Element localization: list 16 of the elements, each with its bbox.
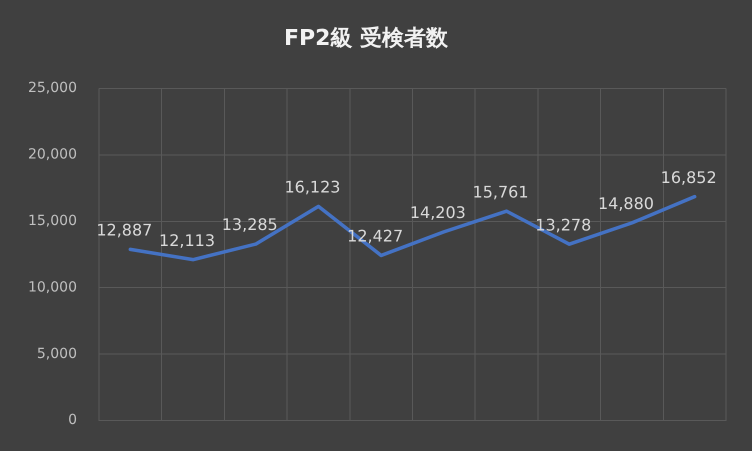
- data-label: 13,278: [535, 215, 592, 234]
- data-label: 14,203: [410, 203, 466, 222]
- y-tick-label: 0: [68, 412, 77, 428]
- data-label: 14,880: [598, 194, 654, 214]
- data-label: 15,761: [472, 182, 529, 202]
- data-label: 16,123: [284, 178, 340, 197]
- data-label: 12,113: [159, 230, 216, 250]
- chart-title: FP2級 受検者数: [284, 26, 450, 51]
- y-tick-label: 20,000: [28, 146, 77, 162]
- y-tick-label: 15,000: [28, 212, 77, 229]
- y-tick-label: 5,000: [36, 346, 77, 362]
- data-label: 13,285: [222, 215, 278, 234]
- data-label: 12,887: [96, 220, 152, 240]
- data-label: 16,852: [660, 168, 717, 187]
- y-tick-label: 25,000: [28, 80, 77, 96]
- y-tick-label: 10,000: [28, 279, 77, 296]
